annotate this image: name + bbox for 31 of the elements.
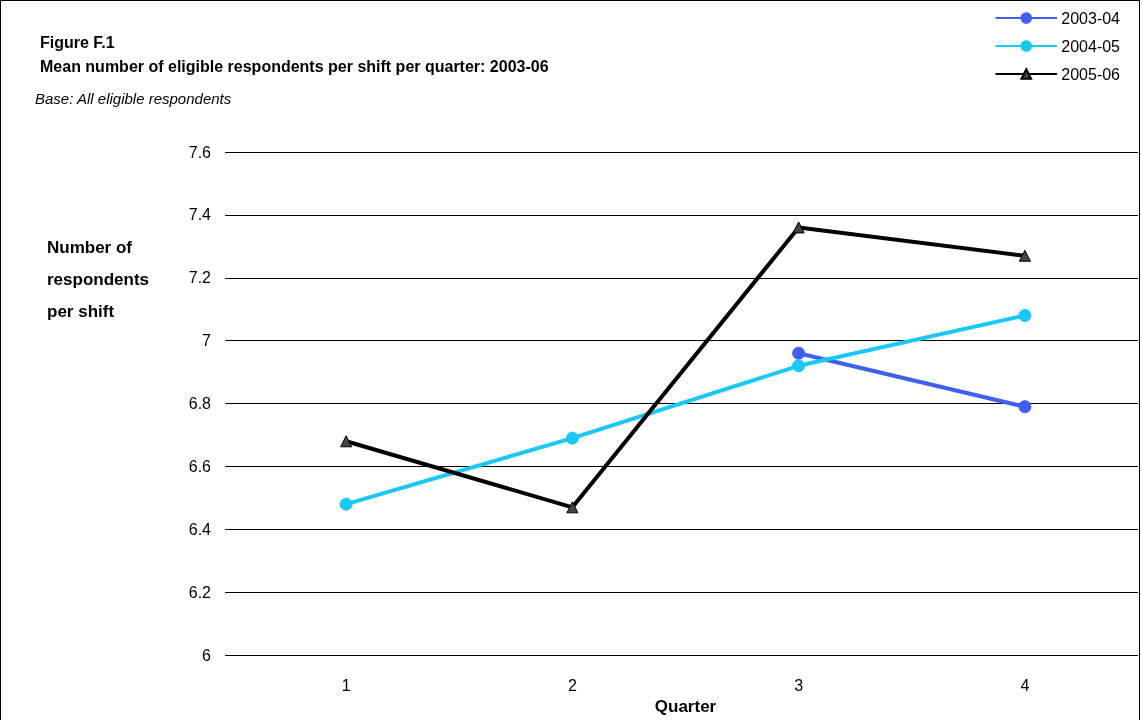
y-tick-label: 7 [202, 332, 212, 350]
y-axis-title: Number of respondents per shift [47, 237, 154, 321]
x-tick-label: 4 [1020, 676, 1030, 694]
y-tick-label: 6.4 [188, 520, 212, 538]
legend-label: 2005-06 [1061, 65, 1121, 83]
point [1018, 400, 1032, 414]
point [566, 501, 579, 514]
text: Figure F.1 [40, 33, 115, 51]
y-tick-label: 6.6 [188, 457, 212, 475]
point [1018, 249, 1031, 262]
point [340, 435, 353, 448]
point [792, 221, 805, 234]
legend-label: 2003-04 [1061, 9, 1121, 27]
text: Base: All eligible respondents [35, 90, 232, 107]
y-tick-label: 7.4 [188, 206, 212, 224]
y-tick-label: 6.8 [188, 395, 212, 413]
point [565, 431, 579, 445]
x-tick-label: 2 [567, 676, 577, 694]
y-tick-label: 6 [202, 646, 212, 664]
x-axis-title: Quarter [654, 697, 717, 716]
point [339, 497, 353, 511]
y-tick-label: 7.6 [188, 143, 212, 161]
chart-subtitle: Mean number of eligible respondents per shift per quarter: 2003-06 [40, 57, 549, 75]
point [792, 346, 806, 360]
y-tick-label: 6.2 [188, 583, 212, 601]
legend-label: 2004-05 [1061, 37, 1121, 55]
x-tick-label: 1 [341, 676, 351, 694]
y-tick-label: 7.2 [188, 269, 212, 287]
point [792, 359, 806, 373]
x-tick-label: 3 [794, 676, 804, 694]
point [1018, 309, 1032, 322]
